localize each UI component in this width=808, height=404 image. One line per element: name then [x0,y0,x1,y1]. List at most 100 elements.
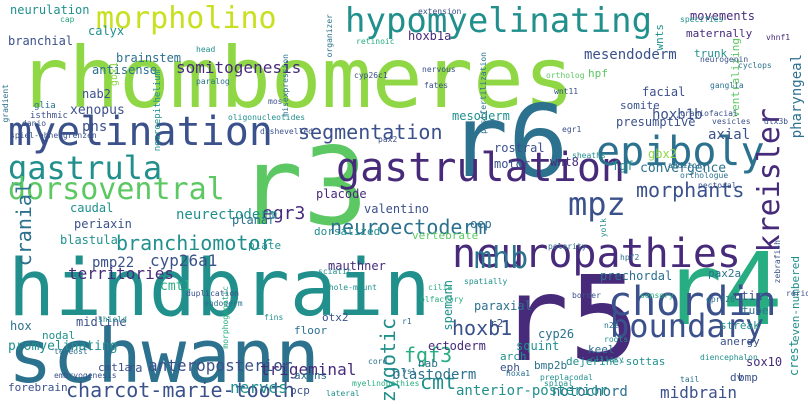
word-cloud-word: dv [730,371,744,384]
word-cloud-word: r3 [238,125,369,250]
word-cloud-word: spatially [464,277,508,286]
word-cloud-word: orthologue [680,171,729,180]
word-cloud-word: gbx2 [648,147,677,161]
word-cloud-word: paralog [196,77,230,86]
word-cloud-word: cyp26c1 [354,71,388,80]
word-cloud-word: retinoic [356,37,395,46]
word-cloud-word: morphogenetic [221,286,230,349]
word-cloud-word: dorsalized [314,225,381,238]
word-cloud-word: dejerine-sottas [566,355,666,368]
word-cloud-word: fins [264,313,284,322]
word-cloud-word: r2 [490,317,504,330]
word-cloud-word: mos [268,97,283,106]
word-cloud-word: cilia [428,283,453,292]
word-cloud-word: caudal [70,201,114,215]
word-cloud-word: branchial [8,34,74,48]
word-cloud-word: dorsoventral [8,172,225,207]
word-cloud-word: organizer [325,14,334,58]
word-cloud-word: whole-mount [324,283,377,292]
word-cloud-word: preplacodal [540,373,593,382]
word-cloud-word: anterior-posterior [456,383,608,399]
word-cloud-word: boundary [610,307,765,345]
word-cloud-word: hindbrain [8,244,431,334]
word-cloud-word: mesoderm [452,109,510,123]
word-cloud-word: myelination [8,109,273,155]
word-cloud-word: segmentation [298,120,443,144]
word-cloud-word: forebrain [8,381,68,394]
word-cloud-word: fgf [612,159,634,173]
word-cloud-word: roots [604,335,629,344]
word-cloud-word: hoxb1 [452,316,513,340]
word-cloud-word: branchiomotor [116,231,273,255]
word-cloud-word: floor [294,324,328,337]
word-cloud-word: hoxb1b [652,107,703,123]
word-cloud-word: eph [500,361,520,374]
word-cloud-word: morphants [636,178,745,202]
word-cloud-word: anergy [720,335,760,348]
word-cloud-word: ventralizing [729,38,742,118]
word-cloud-word: cyclops [738,61,772,70]
word-cloud-word: neuropathies [452,231,741,277]
word-cloud-word: placode [316,187,367,201]
word-cloud-word: postfertilization [479,52,488,134]
word-cloud-word: hpf [588,67,608,80]
word-cloud-word: blastoderm [392,367,477,383]
word-cloud-word: gpr126 [706,295,735,304]
word-cloud-word: ra [128,361,143,375]
word-cloud-word: somitogenesis [176,58,302,77]
word-cloud-word: blastula [60,233,118,247]
word-cloud-word: hox [10,319,32,333]
word-cloud-word: mpz [568,185,626,223]
word-cloud-word: mauthner [328,259,386,273]
word-cloud-word: neurulation [10,3,90,17]
word-cloud-word: hypomyelinating [345,1,653,41]
word-cloud-word: sensory [640,291,674,300]
word-cloud-word: isthmic [30,111,68,121]
word-cloud-word: zebrafish [773,240,782,284]
word-cloud-word: r5 [498,250,641,388]
word-cloud-word: cmt1 [160,279,192,294]
word-cloud-word: wnt8 [550,155,579,169]
word-cloud-word: spinal [544,379,573,388]
word-cloud-word: craniofacial [680,109,738,118]
word-cloud-word: rostral [494,141,545,155]
word-cloud-word: shield [98,315,127,324]
word-cloud-word: rerio [786,289,808,298]
word-cloud-word: calyx [88,24,125,38]
word-cloud-word: squint [516,339,560,353]
word-cloud-word: teleost [54,347,88,356]
word-cloud-word: specifies [680,15,724,24]
word-cloud-word: neuroectoderm [330,215,487,239]
word-cloud-word: sheaths [572,151,606,160]
word-cloud-word: nab [418,357,438,370]
word-cloud-word: duplication [186,289,239,298]
word-cloud-word: border [572,291,601,300]
word-cloud-word: schwann [8,314,320,400]
word-cloud-word: wnt11 [554,87,579,96]
word-cloud-word: vesicles [712,117,751,126]
word-cloud-word: cmt [420,370,457,394]
word-cloud-word: pax2a [708,267,742,280]
word-cloud-word: crest [787,340,801,377]
word-cloud-word: prechordal [600,269,673,283]
word-cloud-word: rhombomeres [18,29,575,127]
word-cloud-word: territories [68,264,174,283]
word-cloud-word: xenopus [70,103,125,118]
word-cloud-word: bmp [738,371,758,384]
word-cloud-word: egr3 [262,203,306,224]
word-cloud-word: pax2 [378,135,398,144]
word-cloud-word: otx2 [322,311,349,324]
word-cloud-word: fgf3 [404,343,453,367]
word-cloud-word: oep [470,217,492,231]
word-cloud-word: auditory [668,161,707,170]
word-cloud-word: midline [76,315,127,329]
word-cloud-word: convergence [640,161,727,176]
word-cloud-word: valentino [364,202,430,216]
word-cloud-word: brainstem [116,51,182,65]
word-cloud-word: ectoderm [428,339,486,353]
word-cloud-word: facial [642,85,686,99]
word-cloud-word: neuroepithelium [153,70,163,152]
word-cloud-word: keel [588,343,615,356]
word-cloud-word: antisense [92,63,158,77]
